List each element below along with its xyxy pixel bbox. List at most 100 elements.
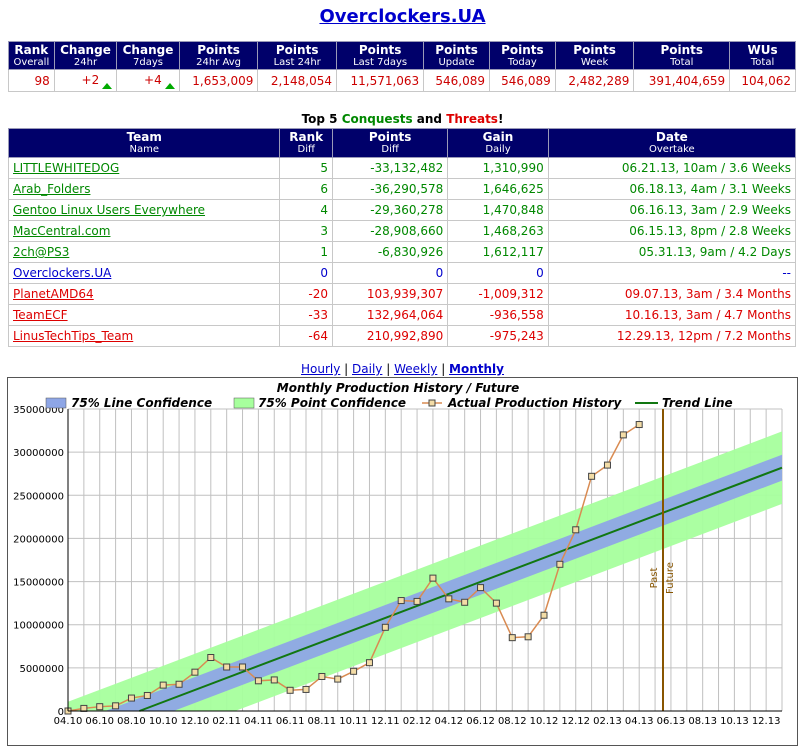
stats-header-sub: Overall: [13, 57, 50, 68]
team-name-cell: Arab_Folders: [7, 178, 281, 200]
stats-header: Change 24hr: [53, 41, 118, 70]
team-link[interactable]: LITTLEWHITEDOG: [13, 161, 120, 175]
teams-header: Gain Daily: [447, 128, 549, 158]
x-tick-label: 10.13: [720, 716, 749, 727]
team-link[interactable]: PlanetAMD64: [13, 287, 94, 301]
teams-header-main: Date: [655, 130, 688, 144]
stats-cell: 98: [8, 69, 55, 92]
period-daily-link[interactable]: Daily: [352, 362, 383, 376]
team-name-cell: MacCentral.com: [7, 220, 281, 242]
team-rank-cell: 1: [279, 241, 333, 263]
team-date-value: 06.21.13, 10am / 3.6 Weeks: [621, 161, 791, 175]
stats-header: Change 7days: [116, 41, 180, 70]
actual-production-point: [381, 623, 389, 631]
stats-cell: 11,571,063: [335, 69, 425, 92]
x-tick-label: 06.13: [657, 716, 686, 727]
period-weekly-link[interactable]: Weekly: [394, 362, 438, 376]
actual-production-point: [302, 685, 310, 693]
stats-value: +4: [144, 72, 162, 87]
team-link[interactable]: TeamECF: [13, 308, 68, 322]
stats-value: 1,653,009: [192, 73, 254, 88]
stats-header: Points 24hr Avg: [178, 41, 259, 70]
team-points-value: -28,908,660: [370, 224, 444, 238]
stats-header: Points Today: [488, 41, 556, 70]
team-points-cell: -28,908,660: [331, 220, 449, 242]
x-tick-label: 04.10: [54, 716, 83, 727]
stats-cell: 546,089: [423, 69, 490, 92]
team-link[interactable]: LinusTechTips_Team: [13, 329, 134, 343]
team-link[interactable]: 2ch@PS3: [13, 245, 70, 259]
table-row: 2ch@PS3 1 -6,830,926 1,612,117 05.31.13, 9am…: [7, 241, 797, 263]
team-points-cell: -6,830,926: [331, 241, 449, 263]
team-rank-cell: -64: [279, 325, 333, 347]
y-tick-label: 30000000: [13, 448, 64, 459]
team-date-cell: 12.29.13, 12pm / 7.2 Months: [547, 325, 797, 347]
actual-production-point: [223, 663, 231, 671]
stats-cell: 104,062: [729, 69, 796, 92]
team-points-cell: 132,964,064: [331, 304, 449, 326]
team-date-cell: 06.16.13, 3am / 2.9 Weeks: [547, 199, 797, 221]
stats-cell: +2: [53, 69, 118, 92]
team-date-value: 06.18.13, 4am / 3.1 Weeks: [629, 182, 791, 196]
actual-production-point: [397, 597, 405, 605]
team-link[interactable]: Gentoo Linux Users Everywhere: [13, 203, 206, 217]
team-gain-value: 1,470,848: [482, 203, 544, 217]
actual-production-point: [524, 633, 532, 641]
team-gain-value: 1,612,117: [482, 245, 544, 259]
team-points-value: -33,132,482: [370, 161, 444, 175]
team-name-cell: LITTLEWHITEDOG: [7, 157, 281, 179]
stats-header-main: Points: [435, 43, 478, 57]
team-link[interactable]: Arab_Folders: [13, 182, 91, 196]
stats-header-sub: Last 7days: [353, 57, 408, 68]
stats-header-main: Points: [197, 43, 240, 57]
stats-value: +2: [81, 72, 100, 87]
team-gain-value: -1,009,312: [478, 287, 544, 301]
y-tick-label: 25000000: [13, 491, 64, 502]
x-tick-label: 08.10: [117, 716, 146, 727]
team-gain-cell: -1,009,312: [447, 283, 549, 305]
actual-production-point: [508, 634, 516, 642]
up-arrow-icon: [102, 82, 113, 89]
team-link[interactable]: MacCentral.com: [13, 224, 111, 238]
conquests-threats-table: Team Name Rank Diff Points Diff Gain Daily Date O…: [7, 128, 797, 347]
team-date-cell: 06.18.13, 4am / 3.1 Weeks: [547, 178, 797, 200]
actual-production-point: [143, 691, 151, 699]
team-date-cell: 06.21.13, 10am / 3.6 Weeks: [547, 157, 797, 179]
past-label: Past: [649, 568, 660, 589]
stats-header-sub: Today: [507, 57, 537, 68]
team-name-cell: PlanetAMD64: [7, 283, 281, 305]
team-gain-value: 1,646,625: [482, 182, 544, 196]
stats-value: 2,148,054: [270, 73, 332, 88]
team-rank-cell: 3: [279, 220, 333, 242]
table-row: Arab_Folders 6 -36,290,578 1,646,625 06.18.1…: [7, 178, 797, 200]
team-rank-value: 1: [320, 245, 328, 259]
team-gain-cell: 1,646,625: [447, 178, 549, 200]
point-confidence-band: [68, 431, 782, 711]
actual-production-point: [492, 599, 500, 607]
top5-prefix: Top 5: [301, 112, 342, 126]
x-tick-label: 12.13: [752, 716, 781, 727]
team-name-cell: LinusTechTips_Team: [7, 325, 281, 347]
y-tick-label: 10000000: [13, 621, 64, 632]
team-date-cell: 06.15.13, 8pm / 2.8 Weeks: [547, 220, 797, 242]
team-name-cell: 2ch@PS3: [7, 241, 281, 263]
table-row: MacCentral.com 3 -28,908,660 1,468,263 06.15…: [7, 220, 797, 242]
table-row: TeamECF -33 132,964,064 -936,558 10.16.13, 3…: [7, 304, 797, 326]
teams-header: Points Diff: [331, 128, 449, 158]
team-title-link[interactable]: Overclockers.UA: [319, 6, 486, 27]
actual-production-point: [350, 667, 358, 675]
stats-header: WUs Total: [729, 41, 796, 70]
y-tick-label: 0: [58, 707, 64, 718]
team-link[interactable]: Overclockers.UA: [13, 266, 112, 280]
stats-header: Points Update: [423, 41, 490, 70]
team-gain-cell: 1,310,990: [447, 157, 549, 179]
legend-actual-label: Actual Production History: [447, 396, 623, 410]
period-hourly-link[interactable]: Hourly: [301, 362, 341, 376]
team-gain-cell: -975,243: [447, 325, 549, 347]
x-tick-label: 08.11: [308, 716, 337, 727]
chart-title: Monthly Production History / Future: [277, 381, 519, 395]
top5-suffix: !: [497, 112, 504, 126]
period-monthly-link[interactable]: Monthly: [449, 362, 504, 376]
stats-value: 104,062: [741, 73, 791, 88]
stats-cell: 546,089: [488, 69, 556, 92]
